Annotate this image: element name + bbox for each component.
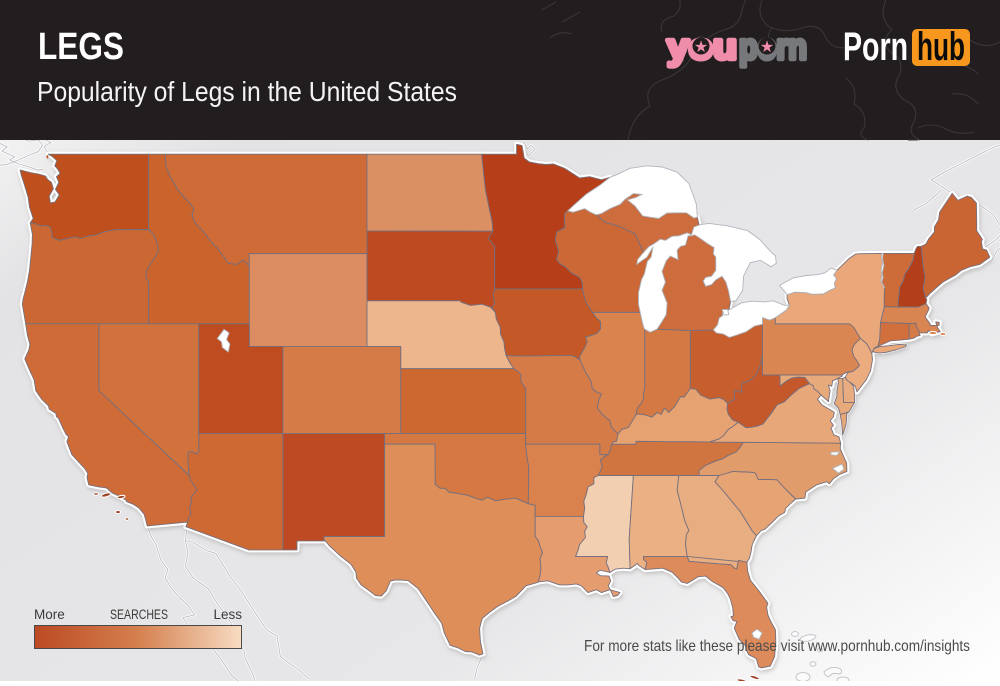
svg-text:SEARCHES: SEARCHES: [110, 607, 168, 622]
svg-text:For more stats like these plea: For more stats like these please visit w…: [584, 638, 970, 655]
svg-text:More: More: [34, 607, 65, 622]
svg-text:Popularity of Legs in the Unit: Popularity of Legs in the United States: [37, 76, 457, 107]
svg-text:Less: Less: [213, 607, 242, 622]
svg-text:LEGS: LEGS: [38, 26, 124, 68]
svg-text:hub: hub: [917, 25, 965, 69]
svg-text:★: ★: [694, 39, 708, 56]
svg-text:★: ★: [760, 39, 774, 56]
svg-text:Porn: Porn: [843, 25, 908, 69]
